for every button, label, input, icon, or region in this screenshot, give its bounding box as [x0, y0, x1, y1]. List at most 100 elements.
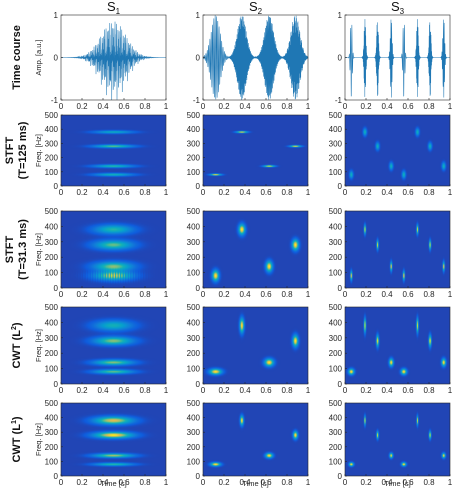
y-tick-label: 200 — [187, 349, 201, 358]
y-tick-label: 0 — [196, 54, 201, 63]
column-title-s2: S2 — [249, 0, 263, 16]
y-tick-label: 500 — [45, 207, 59, 216]
row-label: STFT — [4, 235, 16, 263]
x-tick-label: 0.6 — [260, 102, 272, 111]
y-tick-label: 400 — [187, 125, 201, 134]
spectrogram-s2 — [203, 115, 308, 186]
y-tick-label: 100 — [187, 168, 201, 177]
x-tick-label: 0.6 — [402, 478, 414, 487]
y-tick-label: 100 — [187, 365, 201, 374]
y-axis-label: Freq. [Hz] — [34, 423, 43, 456]
y-tick-label: 200 — [329, 443, 343, 452]
y-tick-label: 1 — [54, 11, 59, 20]
panel-row4-s1: 0 100 200 300 400 500 0 0.2 0.4 0.6 0.8 1 Freq. [Hz] — [34, 303, 169, 395]
signal-line-s1 — [61, 21, 166, 101]
y-tick-label: 200 — [45, 443, 59, 452]
y-tick-label: 0 — [338, 380, 343, 389]
x-tick-label: 0.8 — [139, 290, 151, 299]
panel-row5-s1: 0 100 200 300 400 500 0 0.2 0.4 0.6 0.8 1 Freq. [Hz] — [34, 399, 169, 487]
x-tick-label: 0.6 — [118, 188, 130, 197]
x-tick-label: 0.2 — [218, 188, 230, 197]
spectrogram-s1 — [61, 115, 166, 186]
x-tick-label: 0.2 — [76, 102, 88, 111]
axes-frame — [60, 402, 167, 477]
x-tick-label: 0.8 — [281, 290, 293, 299]
y-tick-label: 500 — [329, 303, 343, 312]
x-tick-label: 0.6 — [402, 188, 414, 197]
spectrogram-s3 — [345, 403, 450, 476]
row-label-line2: (T=31.3 ms) — [17, 219, 29, 280]
y-tick-label: 300 — [187, 428, 201, 437]
x-tick-label: 0.2 — [76, 188, 88, 197]
x-tick-label: 0 — [343, 386, 348, 395]
y-tick-label: 0 — [338, 472, 343, 481]
x-tick-label: 0.8 — [423, 478, 435, 487]
y-tick-label: 500 — [45, 111, 59, 120]
x-tick-label: 0.2 — [218, 386, 230, 395]
x-tick-label: 0.8 — [139, 188, 151, 197]
x-tick-label: 0.4 — [239, 290, 251, 299]
y-tick-label: 0 — [338, 182, 343, 191]
column-title-s3: S3 — [391, 0, 405, 16]
x-tick-label: 0.4 — [381, 102, 393, 111]
y-tick-label: 500 — [187, 207, 201, 216]
x-tick-label: 0 — [201, 478, 206, 487]
panel-row3-s1: 0 100 200 300 400 500 0 0.2 0.4 0.6 0.8 1 Freq. [Hz] — [34, 207, 169, 299]
x-tick-label: 0.4 — [239, 386, 251, 395]
y-tick-label: 200 — [45, 349, 59, 358]
y-tick-label: 300 — [187, 238, 201, 247]
spectrogram-s1 — [61, 211, 166, 288]
y-axis-label: Freq. [Hz] — [34, 134, 43, 167]
y-tick-label: 400 — [45, 414, 59, 423]
x-tick-label: 0.4 — [239, 478, 251, 487]
x-tick-label: 0.6 — [402, 290, 414, 299]
x-tick-label: 0.2 — [360, 188, 372, 197]
x-tick-label: 0 — [59, 386, 64, 395]
panel-row5-s3: 0 100 200 300 400 500 0 0.2 0.4 0.6 0.8 1 — [329, 399, 453, 487]
x-tick-label: 1 — [306, 188, 311, 197]
y-tick-label: 300 — [187, 334, 201, 343]
x-tick-label: 1 — [306, 290, 311, 299]
x-tick-label: 0.2 — [76, 386, 88, 395]
panel-row3-s3: 0 100 200 300 400 500 0 0.2 0.4 0.6 0.8 1 — [329, 207, 453, 299]
x-tick-label: 0.4 — [97, 188, 109, 197]
x-tick-label: 0 — [201, 290, 206, 299]
spectrogram-s1 — [61, 307, 166, 384]
x-tick-label: 0 — [59, 290, 64, 299]
row-label-sup: 2 — [11, 326, 18, 330]
x-tick-label: 0.2 — [360, 102, 372, 111]
panel-row4-s3: 0 100 200 300 400 500 0 0.2 0.4 0.6 0.8 1 — [329, 303, 453, 395]
y-tick-label: 400 — [187, 318, 201, 327]
y-tick-label: 500 — [45, 303, 59, 312]
axes-frame — [202, 210, 309, 289]
x-tick-label: 0 — [343, 188, 348, 197]
axes-frame — [60, 306, 167, 385]
y-tick-label: 400 — [45, 125, 59, 134]
y-tick-label: -1 — [193, 96, 201, 105]
y-tick-label: 200 — [329, 349, 343, 358]
y-tick-label: 500 — [329, 399, 343, 408]
x-axis-label: Time [s] — [242, 479, 268, 488]
y-tick-label: 100 — [45, 269, 59, 278]
x-tick-label: 1 — [164, 188, 169, 197]
panel-row2-s1: 0 100 200 300 400 500 0 0.2 0.4 0.6 0.8 1 Freq. [Hz] — [34, 111, 169, 197]
y-axis-label: Amp. [a.u.] — [34, 39, 43, 75]
x-tick-label: 0.8 — [139, 478, 151, 487]
x-tick-label: 0.8 — [139, 386, 151, 395]
x-tick-label: 0.4 — [97, 478, 109, 487]
column-titles: S1 S2 S3 — [107, 0, 405, 16]
x-tick-label: 0.4 — [381, 386, 393, 395]
x-tick-label: 0 — [343, 478, 348, 487]
x-tick-label: 0.8 — [281, 102, 293, 111]
x-axis-label: Time [s] — [100, 479, 126, 488]
axes-frame — [60, 14, 167, 101]
x-tick-label: 0 — [59, 102, 64, 111]
y-tick-label: 500 — [187, 111, 201, 120]
y-tick-label: 300 — [187, 139, 201, 148]
x-tick-label: 0.6 — [402, 102, 414, 111]
x-tick-label: 0.8 — [281, 478, 293, 487]
row-label-end: ) — [11, 322, 23, 326]
x-tick-label: 1 — [164, 478, 169, 487]
y-tick-label: 0 — [54, 472, 59, 481]
